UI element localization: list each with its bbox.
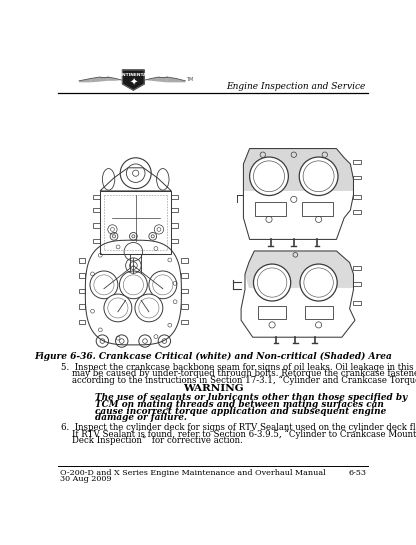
Circle shape	[90, 271, 118, 299]
Bar	[354, 160, 361, 164]
Text: ✦: ✦	[129, 77, 137, 87]
Circle shape	[250, 157, 288, 196]
Polygon shape	[167, 77, 176, 82]
Polygon shape	[243, 149, 354, 191]
Text: CONTINENTAL: CONTINENTAL	[116, 72, 151, 77]
Bar	[302, 202, 332, 216]
Bar	[354, 195, 361, 198]
Text: cause incorrect torque application and subsequent engine: cause incorrect torque application and s…	[94, 407, 386, 415]
Bar	[79, 304, 85, 308]
Bar	[79, 273, 85, 278]
Bar	[258, 306, 286, 319]
Text: O-200-D and X Series Engine Maintenance and Overhaul Manual: O-200-D and X Series Engine Maintenance …	[60, 469, 325, 477]
Bar	[171, 239, 178, 243]
Polygon shape	[116, 78, 122, 81]
Bar	[354, 267, 361, 270]
Text: may be caused by under-torqued through bolts. Retorque the crankcase fasteners: may be caused by under-torqued through b…	[61, 369, 416, 378]
Polygon shape	[176, 78, 185, 82]
Text: damage or failure.: damage or failure.	[94, 413, 187, 422]
Bar	[93, 223, 100, 228]
Bar	[354, 175, 361, 179]
Circle shape	[300, 264, 337, 301]
Bar	[354, 210, 361, 214]
Bar	[171, 195, 178, 199]
Bar	[181, 289, 188, 293]
Bar	[255, 202, 286, 216]
Bar	[100, 191, 171, 254]
Bar	[171, 223, 178, 228]
Bar	[181, 304, 188, 308]
Polygon shape	[100, 77, 108, 82]
Bar	[93, 239, 100, 243]
Polygon shape	[245, 251, 354, 288]
Circle shape	[149, 271, 177, 299]
Text: TCM on mating threads and between mating surfaces can: TCM on mating threads and between mating…	[94, 400, 384, 409]
Circle shape	[299, 157, 338, 196]
Bar	[181, 273, 188, 278]
Polygon shape	[91, 77, 100, 82]
Circle shape	[253, 264, 291, 301]
Text: TM: TM	[186, 77, 193, 82]
Bar	[354, 301, 361, 305]
Text: 5.  Inspect the crankcase backbone seam for signs of oil leaks. Oil leakage in t: 5. Inspect the crankcase backbone seam f…	[61, 362, 416, 372]
Polygon shape	[145, 78, 151, 81]
Polygon shape	[108, 77, 116, 81]
Bar	[93, 208, 100, 213]
Text: If RTV Sealant is found, refer to Section 6-3.9.5, “Cylinder to Crankcase Mounti: If RTV Sealant is found, refer to Sectio…	[61, 429, 416, 439]
Bar	[130, 254, 141, 276]
Bar	[79, 258, 85, 263]
Bar	[354, 282, 361, 286]
Polygon shape	[151, 77, 159, 82]
Bar	[181, 319, 188, 324]
Text: 6-53: 6-53	[349, 469, 366, 477]
Bar	[79, 289, 85, 293]
Text: Deck Inspection”  for corrective action.: Deck Inspection” for corrective action.	[61, 436, 243, 445]
Text: according to the instructions in Section 17-3.1, “Cylinder and Crankcase Torque.: according to the instructions in Section…	[61, 376, 416, 385]
Text: 6.  Inspect the cylinder deck for signs of RTV Sealant used on the cylinder deck: 6. Inspect the cylinder deck for signs o…	[61, 423, 416, 432]
Text: WARNING: WARNING	[183, 384, 243, 393]
Circle shape	[119, 271, 147, 299]
Text: 30 Aug 2009: 30 Aug 2009	[60, 475, 111, 483]
Bar	[93, 195, 100, 199]
Bar	[181, 258, 188, 263]
Bar	[79, 319, 85, 324]
Polygon shape	[159, 77, 167, 82]
Bar	[305, 306, 332, 319]
Polygon shape	[123, 70, 144, 90]
Bar	[171, 208, 178, 213]
Text: The use of sealants or lubricants other than those specified by: The use of sealants or lubricants other …	[94, 393, 407, 402]
Polygon shape	[79, 78, 91, 82]
Text: Figure 6-36. Crankcase Critical (white) and Non-critical (Shaded) Area: Figure 6-36. Crankcase Critical (white) …	[34, 352, 392, 361]
Circle shape	[135, 294, 163, 322]
Circle shape	[104, 294, 132, 322]
Text: Engine Inspection and Service: Engine Inspection and Service	[226, 82, 365, 91]
